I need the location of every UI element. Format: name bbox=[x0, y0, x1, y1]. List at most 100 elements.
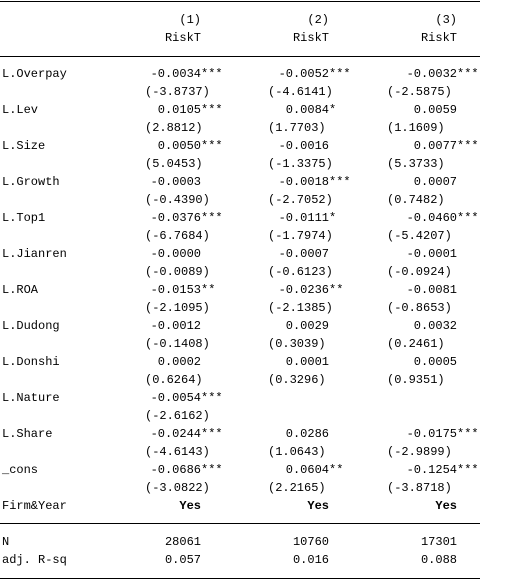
t-statistic: (-2.6162) bbox=[145, 409, 210, 423]
coefficient: -0.0003 bbox=[151, 175, 201, 189]
coefficient: -0.0054 bbox=[151, 391, 201, 405]
t-statistic: (0.3039) bbox=[268, 337, 326, 351]
coefficient: -0.0016 bbox=[279, 139, 329, 153]
t-statistic: (-0.8653) bbox=[387, 301, 452, 315]
t-statistic: (-0.0924) bbox=[387, 265, 452, 279]
t-statistic: (2.2165) bbox=[268, 481, 326, 495]
variable-label: L.ROA bbox=[2, 283, 39, 297]
t-statistic: (-0.4390) bbox=[145, 193, 210, 207]
column-number: (3) bbox=[435, 13, 457, 27]
t-statistic: (-2.7052) bbox=[268, 193, 333, 207]
coefficient: -0.0007 bbox=[279, 247, 329, 261]
t-statistic: (-3.8718) bbox=[387, 481, 452, 495]
coefficient: -0.0244 bbox=[151, 427, 201, 441]
variable-label: L.Overpay bbox=[2, 67, 67, 81]
significance-stars: *** bbox=[457, 463, 479, 477]
coefficient: -0.0052 bbox=[279, 67, 329, 81]
coefficient: -0.0236 bbox=[279, 283, 329, 297]
coefficient: -0.0001 bbox=[407, 247, 457, 261]
coefficient: -0.0153 bbox=[151, 283, 201, 297]
coefficient: 0.0105 bbox=[158, 103, 201, 117]
fixed-effects-label: Firm&Year bbox=[2, 499, 67, 513]
coefficient: -0.0012 bbox=[151, 319, 201, 333]
significance-stars: *** bbox=[329, 175, 351, 189]
stat-label: adj. R-sq bbox=[2, 553, 67, 567]
significance-stars: *** bbox=[457, 139, 479, 153]
t-statistic: (1.7703) bbox=[268, 121, 326, 135]
stat-value: 0.088 bbox=[421, 553, 457, 567]
stat-value: 28061 bbox=[165, 535, 201, 549]
coefficient: -0.0018 bbox=[279, 175, 329, 189]
t-statistic: (0.7482) bbox=[387, 193, 445, 207]
variable-label: L.Donshi bbox=[2, 355, 60, 369]
coefficient: -0.1254 bbox=[407, 463, 457, 477]
t-statistic: (-1.7974) bbox=[268, 229, 333, 243]
t-statistic: (0.2461) bbox=[387, 337, 445, 351]
significance-stars: *** bbox=[201, 211, 223, 225]
t-statistic: (-6.7684) bbox=[145, 229, 210, 243]
significance-stars: *** bbox=[457, 67, 479, 81]
t-statistic: (-0.6123) bbox=[268, 265, 333, 279]
variable-label: L.Jianren bbox=[2, 247, 67, 261]
coefficient: 0.0002 bbox=[158, 355, 201, 369]
coefficient: 0.0286 bbox=[286, 427, 329, 441]
coefficient: -0.0032 bbox=[407, 67, 457, 81]
coefficient: 0.0084 bbox=[286, 103, 329, 117]
coefficient: 0.0001 bbox=[286, 355, 329, 369]
significance-stars: *** bbox=[201, 139, 223, 153]
significance-stars: *** bbox=[457, 211, 479, 225]
t-statistic: (-1.3375) bbox=[268, 157, 333, 171]
coefficient: -0.0081 bbox=[407, 283, 457, 297]
coefficient: 0.0029 bbox=[286, 319, 329, 333]
dependent-variable: RiskT bbox=[293, 31, 329, 45]
fixed-effects-value: Yes bbox=[307, 499, 329, 513]
coefficient: 0.0604 bbox=[286, 463, 329, 477]
stat-label: N bbox=[2, 535, 9, 549]
variable-label: L.Top1 bbox=[2, 211, 45, 225]
variable-label: L.Lev bbox=[2, 103, 38, 117]
fixed-effects-value: Yes bbox=[179, 499, 201, 513]
t-statistic: (-2.1385) bbox=[268, 301, 333, 315]
coefficient: -0.0111 bbox=[279, 211, 329, 225]
significance-stars: *** bbox=[329, 67, 351, 81]
significance-stars: ** bbox=[329, 463, 343, 477]
stat-value: 17301 bbox=[421, 535, 457, 549]
t-statistic: (0.3296) bbox=[268, 373, 326, 387]
t-statistic: (0.9351) bbox=[387, 373, 445, 387]
t-statistic: (0.6264) bbox=[145, 373, 203, 387]
dependent-variable: RiskT bbox=[421, 31, 457, 45]
t-statistic: (-2.9899) bbox=[387, 445, 452, 459]
t-statistic: (-3.8737) bbox=[145, 85, 210, 99]
variable-label: L.Size bbox=[2, 139, 45, 153]
column-number: (1) bbox=[179, 13, 201, 27]
coefficient: 0.0059 bbox=[414, 103, 457, 117]
t-statistic: (-4.6141) bbox=[268, 85, 333, 99]
column-number: (2) bbox=[307, 13, 329, 27]
significance-stars: *** bbox=[201, 427, 223, 441]
coefficient: -0.0000 bbox=[151, 247, 201, 261]
significance-stars: ** bbox=[201, 283, 215, 297]
t-statistic: (5.3733) bbox=[387, 157, 445, 171]
significance-stars: *** bbox=[201, 67, 223, 81]
significance-stars: ** bbox=[329, 283, 343, 297]
coefficient: -0.0460 bbox=[407, 211, 457, 225]
stat-value: 10760 bbox=[293, 535, 329, 549]
variable-label: L.Dudong bbox=[2, 319, 60, 333]
t-statistic: (-2.5875) bbox=[387, 85, 452, 99]
significance-stars: * bbox=[329, 211, 336, 225]
t-statistic: (-0.0089) bbox=[145, 265, 210, 279]
t-statistic: (-4.6143) bbox=[145, 445, 210, 459]
t-statistic: (1.0643) bbox=[268, 445, 326, 459]
significance-stars: *** bbox=[201, 463, 223, 477]
variable-label: L.Share bbox=[2, 427, 52, 441]
coefficient: 0.0005 bbox=[414, 355, 457, 369]
fixed-effects-value: Yes bbox=[435, 499, 457, 513]
t-statistic: (5.0453) bbox=[145, 157, 203, 171]
coefficient: -0.0175 bbox=[407, 427, 457, 441]
t-statistic: (2.8812) bbox=[145, 121, 203, 135]
t-statistic: (1.1609) bbox=[387, 121, 445, 135]
coefficient: 0.0007 bbox=[414, 175, 457, 189]
t-statistic: (-3.0822) bbox=[145, 481, 210, 495]
significance-stars: *** bbox=[201, 391, 223, 405]
